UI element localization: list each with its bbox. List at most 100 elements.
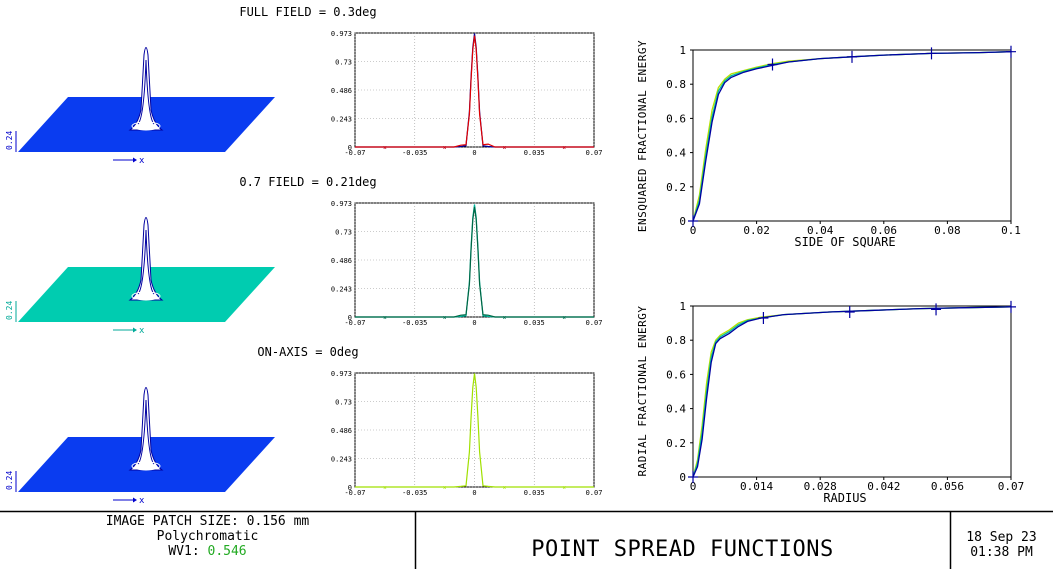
surface-z-label: 0.24 [5,131,14,150]
footer-frame [0,510,1053,569]
surface-ring [131,121,161,131]
series-marker: × [383,485,387,492]
series-marker: × [443,315,447,322]
series-marker: × [503,315,507,322]
y-tick-label: 0.486 [331,427,352,435]
x-tick-label: 0.06 [871,224,898,237]
series-marker: × [443,315,447,322]
field-label: ON-AXIS = 0deg [257,345,358,359]
x-axis-label: SIDE OF SQUARE [794,235,895,249]
y-tick-label: 0 [348,314,352,322]
energy-marker [847,50,857,63]
y-tick-label: 0.973 [331,30,352,38]
psf-series-line-2 [355,35,594,148]
psf-profile-chart-3: ON-AXIS = 0deg -0.07 -0.035 0 0.035 0.07 0.973… [257,345,602,497]
x-tick-label: 0.07 [998,480,1025,493]
surface-peak-contour [137,59,155,125]
x-tick-label: 0.042 [867,480,900,493]
x-tick-label: -0.035 [402,319,427,327]
surface-ring [131,291,161,301]
energy-series-line-3 [692,51,1012,222]
y-axis-label: ENSQUARED FRACTIONAL ENERGY [636,40,649,232]
y-tick-label: 0.73 [335,229,352,237]
psf-surface-3: 0.24 x [5,387,275,506]
x-tick-label: 0.035 [524,149,545,157]
y-tick-label: 0.2 [666,181,686,194]
y-tick-label: 0.6 [666,368,686,381]
psf-surface-1: 0.24 x [5,47,275,166]
x-tick-label: 0 [472,489,476,497]
series-marker: × [383,145,387,152]
x-tick-label: 0 [690,480,697,493]
x-tick-label: 0.014 [740,480,773,493]
surface-z-label: 0.24 [5,471,14,490]
energy-marker [931,303,942,316]
x-tick-label: 0.1 [1001,224,1021,237]
x-tick-label: -0.035 [402,149,427,157]
y-tick-label: 1 [679,44,686,57]
psf-series-line-1 [355,33,594,148]
series-marker: × [383,145,387,152]
spectrum-type: Polychromatic [156,529,259,544]
x-tick-label: 0.08 [934,224,961,237]
wavelength-value: 0.546 [207,544,247,559]
x-tick-label: -0.07 [344,149,365,157]
y-tick-label: 0.486 [331,257,352,265]
series-marker: × [383,315,387,322]
x-tick-label: 0.035 [524,319,545,327]
series-marker: × [503,145,507,152]
energy-marker [1006,300,1016,313]
plot-frame [692,49,1012,222]
energy-chart-1: 0 0.02 0.04 0.06 0.08 0.1 1 0.8 0.6 0.4 0.2 0 ENSQUA… [636,40,1021,249]
y-tick-label: 0.6 [666,112,686,125]
x-tick-label: 0.035 [524,489,545,497]
series-marker: × [503,315,507,322]
report-title: POINT SPREAD FUNCTIONS [531,537,834,562]
y-tick-label: 0.973 [331,370,352,378]
surface-peak-contour [137,399,155,465]
y-tick-label: 0.243 [331,456,352,464]
surface-peak-contour [137,229,155,295]
x-tick-label: 0.07 [586,489,603,497]
y-axis-label: RADIAL FRACTIONAL ENERGY [636,306,649,477]
x-tick-label: 0.028 [804,480,837,493]
y-tick-label: 0.2 [666,437,686,450]
y-tick-label: 0.243 [331,286,352,294]
y-tick-label: 0.73 [335,59,352,67]
x-tick-label: 0.04 [807,224,834,237]
series-marker: × [443,145,447,152]
fractional-energy-charts: 0 0.02 0.04 0.06 0.08 0.1 1 0.8 0.6 0.4 0.2 0 ENSQUA… [636,40,1024,505]
surface-x-arrow [133,327,137,333]
x-tick-label: -0.07 [344,489,365,497]
x-axis-label: RADIUS [823,491,866,505]
psf-surface-plots: 0.24 x 0.24 x 0.24 x [5,47,275,506]
series-marker: × [562,145,566,152]
x-tick-label: 0 [472,319,476,327]
y-tick-label: 0.486 [331,87,352,95]
energy-series-line-3 [692,306,1012,478]
x-tick-label: 0.056 [931,480,964,493]
image-patch-size: IMAGE PATCH SIZE: 0.156 mm [105,514,310,529]
series-marker: × [503,485,507,492]
x-tick-label: -0.07 [344,319,365,327]
surface-x-arrow [133,497,137,503]
x-tick-label: 0 [690,224,697,237]
series-marker: × [383,315,387,322]
energy-marker [1006,45,1016,58]
plot-frame [692,305,1012,478]
psf-profile-chart-1: FULL FIELD = 0.3deg -0.07 -0.035 0 0.035 0.07… [239,5,602,157]
y-tick-label: 0.8 [666,334,686,347]
footer-datetime: 18 Sep 23 01:38 PM [950,530,1053,560]
series-marker: × [562,145,566,152]
series-marker: × [562,315,566,322]
y-tick-label: 0.73 [335,399,352,407]
y-tick-label: 0.8 [666,78,686,91]
y-tick-label: 0.4 [666,403,686,416]
y-tick-label: 0.4 [666,147,686,160]
series-marker: × [443,145,447,152]
energy-marker [758,311,769,324]
surface-x-label: x [139,156,145,166]
x-tick-label: 0 [472,149,476,157]
y-tick-label: 1 [679,300,686,313]
